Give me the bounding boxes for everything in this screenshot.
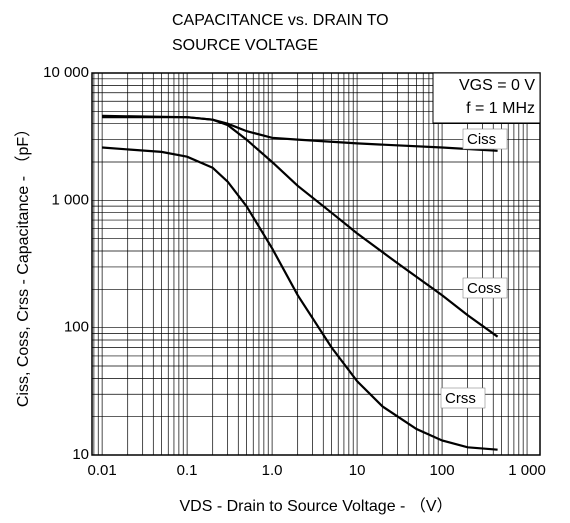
annotation-box xyxy=(432,72,541,124)
x-tick-label: 1.0 xyxy=(262,462,283,479)
chart-title: CAPACITANCE vs. DRAIN TO xyxy=(172,12,389,29)
plot-frame xyxy=(91,72,541,456)
legend-box xyxy=(440,387,486,409)
y-tick-label: 10 000 xyxy=(43,64,89,81)
x-axis-label: VDS - Drain to Source Voltage - （V） xyxy=(179,497,452,515)
y-tick-label: 100 xyxy=(64,319,89,336)
x-tick-label: 100 xyxy=(430,462,455,479)
y-tick-label: 10 xyxy=(72,446,89,463)
legend-label: Coss xyxy=(467,280,501,297)
annotation: VGS = 0 V xyxy=(459,77,535,94)
chart-title: SOURCE VOLTAGE xyxy=(172,37,318,54)
legend-label: Crss xyxy=(445,390,476,407)
x-tick-label: 10 xyxy=(349,462,366,479)
legend-box xyxy=(462,128,508,150)
annotation: f = 1 MHz xyxy=(466,100,535,117)
x-tick-label: 0.1 xyxy=(177,462,198,479)
y-tick-label: 1 000 xyxy=(51,191,89,208)
x-tick-label: 1 000 xyxy=(508,462,546,479)
series-line xyxy=(102,146,498,451)
legend-label: Ciss xyxy=(467,131,496,148)
y-axis-label: Ciss, Coss, Crss - Capacitance - （pF） xyxy=(14,121,32,407)
series-line xyxy=(102,114,499,338)
x-tick-label: 0.01 xyxy=(88,462,117,479)
legend-box xyxy=(462,277,508,299)
